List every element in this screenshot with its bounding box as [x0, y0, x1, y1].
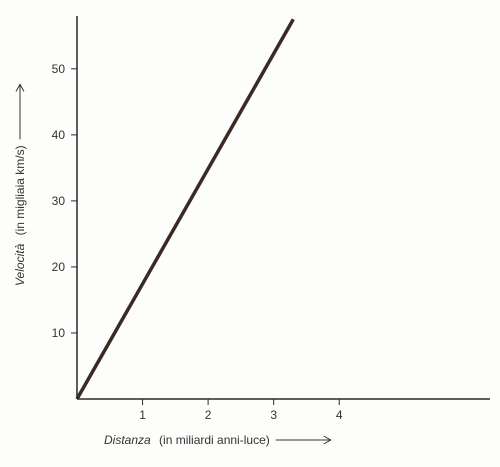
x-tick-label: 3 [270, 408, 277, 422]
x-tick-label: 4 [336, 408, 343, 422]
y-tick-label: 30 [52, 194, 66, 208]
y-axis-title-unit: (in migliaia km/s) [13, 145, 27, 235]
y-tick-label: 20 [52, 260, 66, 274]
y-axis-arrow-icon [15, 83, 25, 140]
x-axis-title-unit: (in miliardi anni-luce) [159, 433, 270, 447]
x-axis-title-text: Distanza (in miliardi anni-luce) [104, 433, 270, 447]
y-tick-label: 40 [52, 128, 66, 142]
y-axis-title: Velocità (in migliaia km/s) [13, 83, 27, 286]
x-tick-label: 1 [139, 408, 146, 422]
y-axis-title-italic: Velocità [13, 243, 27, 286]
x-ticks: 1 2 3 4 [139, 399, 343, 422]
x-tick-label: 2 [205, 408, 212, 422]
series-line [75, 18, 295, 400]
y-tick-label: 10 [52, 326, 66, 340]
y-ticks: 10 20 30 40 50 [52, 62, 77, 340]
y-axis-title-text: Velocità (in migliaia km/s) [13, 145, 27, 286]
x-axis-arrow-icon [275, 435, 332, 445]
x-axis-title: Distanza (in miliardi anni-luce) [104, 433, 332, 447]
y-tick-label: 50 [52, 62, 66, 76]
x-axis-title-italic: Distanza [104, 433, 151, 447]
series-layer [75, 18, 295, 400]
